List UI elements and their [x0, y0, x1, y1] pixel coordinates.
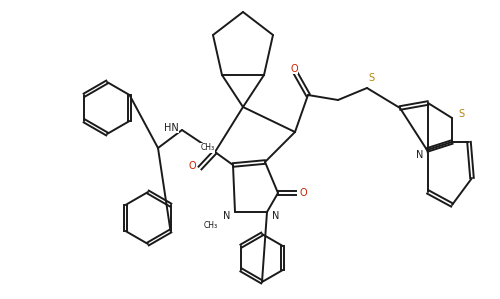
Text: N: N — [222, 211, 230, 221]
Text: O: O — [188, 161, 196, 171]
Text: N: N — [416, 150, 423, 160]
Text: S: S — [368, 73, 374, 83]
Text: CH₃: CH₃ — [204, 222, 218, 231]
Text: HN: HN — [164, 123, 179, 133]
Text: O: O — [290, 64, 298, 74]
Text: N: N — [272, 211, 280, 221]
Text: O: O — [300, 188, 308, 198]
Text: CH₃: CH₃ — [201, 144, 215, 152]
Text: S: S — [458, 109, 464, 119]
